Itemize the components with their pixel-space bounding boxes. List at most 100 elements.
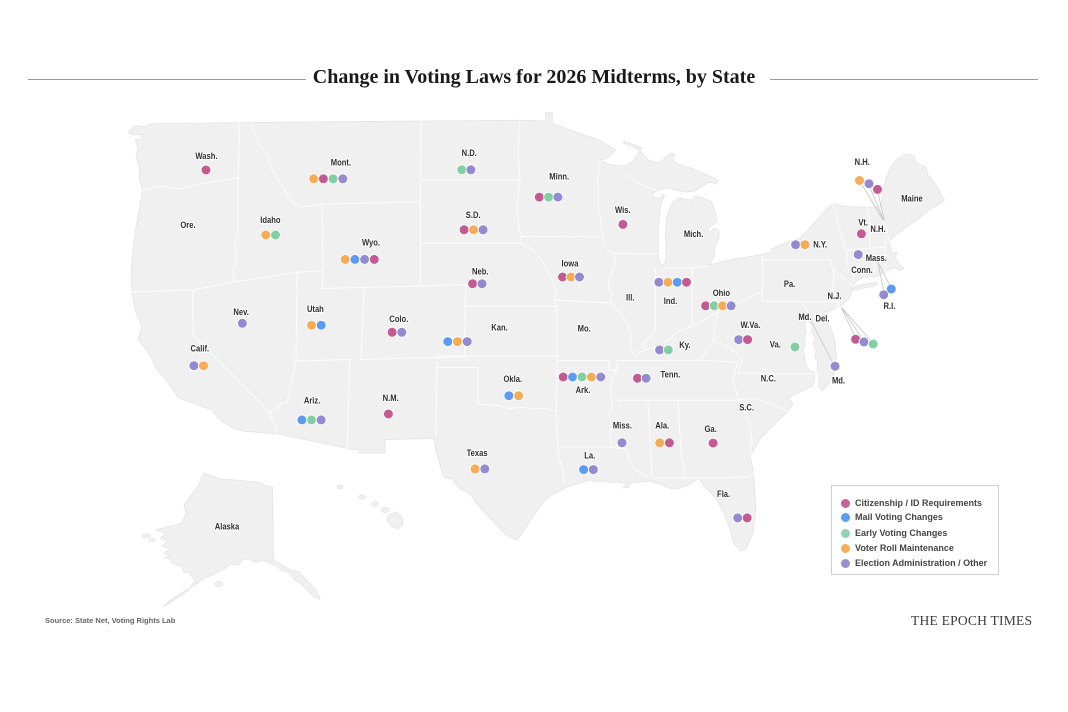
svg-text:Tenn.: Tenn. [661, 369, 681, 379]
svg-text:Va.: Va. [770, 340, 781, 350]
svg-text:Del.: Del. [816, 314, 830, 324]
svg-text:Mont.: Mont. [331, 157, 351, 167]
svg-text:Ala.: Ala. [655, 420, 669, 430]
svg-text:Md.: Md. [832, 376, 845, 386]
svg-text:Vt.: Vt. [858, 218, 868, 228]
svg-text:Iowa: Iowa [562, 258, 580, 268]
svg-text:Ark.: Ark. [576, 385, 591, 395]
svg-text:N.J.: N.J. [828, 291, 842, 301]
svg-text:Idaho: Idaho [260, 215, 281, 225]
svg-text:Alaska: Alaska [215, 522, 240, 532]
svg-text:N.J.: N.J. [828, 291, 842, 301]
svg-text:R.I.: R.I. [883, 301, 895, 311]
svg-text:Maine: Maine [901, 193, 923, 203]
svg-text:Miss.: Miss. [613, 420, 632, 430]
svg-text:Ohio: Ohio [713, 288, 731, 298]
svg-text:Ky.: Ky. [679, 340, 690, 350]
svg-text:W.Va.: W.Va. [740, 320, 760, 330]
svg-text:Iowa: Iowa [562, 258, 580, 268]
svg-text:Del.: Del. [816, 314, 830, 324]
svg-text:Ind.: Ind. [664, 296, 678, 306]
svg-text:Mo.: Mo. [578, 323, 591, 333]
svg-text:Wash.: Wash. [195, 151, 217, 161]
svg-text:Fla.: Fla. [717, 489, 730, 499]
svg-text:Utah: Utah [307, 304, 324, 314]
svg-text:N.H.: N.H. [855, 157, 870, 167]
svg-text:Vt.: Vt. [858, 218, 868, 228]
svg-text:Nev.: Nev. [233, 307, 249, 317]
svg-text:Va.: Va. [770, 340, 781, 350]
svg-text:Alaska: Alaska [215, 522, 240, 532]
svg-text:Colo.: Colo. [389, 314, 408, 324]
svg-text:Md.: Md. [798, 312, 811, 322]
svg-text:Mich.: Mich. [684, 229, 704, 239]
svg-text:N.H.: N.H. [870, 224, 885, 234]
svg-text:Pa.: Pa. [784, 279, 795, 289]
svg-text:Wyo.: Wyo. [362, 237, 380, 247]
svg-text:Md.: Md. [832, 376, 845, 386]
svg-text:Fla.: Fla. [717, 489, 730, 499]
svg-text:La.: La. [584, 450, 595, 460]
svg-text:Neb.: Neb. [472, 266, 489, 276]
svg-text:Kan.: Kan. [491, 323, 508, 333]
svg-text:N.H.: N.H. [855, 157, 870, 167]
svg-text:Mich.: Mich. [684, 229, 704, 239]
svg-text:Wash.: Wash. [195, 151, 217, 161]
svg-text:R.I.: R.I. [883, 301, 895, 311]
svg-text:Texas: Texas [467, 448, 488, 458]
svg-text:N.C.: N.C. [761, 374, 776, 384]
svg-text:W.Va.: W.Va. [740, 320, 760, 330]
svg-text:Minn.: Minn. [549, 172, 569, 182]
svg-text:Ark.: Ark. [576, 385, 591, 395]
svg-text:Idaho: Idaho [260, 215, 281, 225]
svg-text:Mass.: Mass. [866, 253, 887, 263]
svg-text:Ill.: Ill. [626, 293, 635, 303]
svg-text:Mo.: Mo. [578, 323, 591, 333]
svg-text:Maine: Maine [901, 193, 923, 203]
svg-text:Ill.: Ill. [626, 293, 635, 303]
svg-text:Wyo.: Wyo. [362, 237, 380, 247]
svg-text:Calif.: Calif. [191, 344, 210, 354]
svg-text:Texas: Texas [467, 448, 488, 458]
svg-text:Mont.: Mont. [331, 157, 351, 167]
svg-text:S.C.: S.C. [739, 403, 754, 413]
svg-text:Utah: Utah [307, 304, 324, 314]
svg-text:N.D.: N.D. [462, 148, 477, 158]
svg-text:S.D.: S.D. [466, 210, 481, 220]
svg-text:Ore.: Ore. [180, 220, 195, 230]
svg-text:Ga.: Ga. [704, 424, 716, 434]
svg-text:Ind.: Ind. [664, 296, 678, 306]
svg-text:Okla.: Okla. [504, 374, 523, 384]
svg-text:N.M.: N.M. [383, 393, 399, 403]
svg-text:Wis.: Wis. [615, 205, 631, 215]
svg-text:N.D.: N.D. [462, 148, 477, 158]
svg-text:Minn.: Minn. [549, 172, 569, 182]
svg-text:Ariz.: Ariz. [304, 396, 321, 406]
svg-text:N.Y.: N.Y. [813, 239, 827, 249]
svg-text:Pa.: Pa. [784, 279, 795, 289]
svg-text:N.M.: N.M. [383, 393, 399, 403]
svg-text:S.D.: S.D. [466, 210, 481, 220]
svg-text:La.: La. [584, 450, 595, 460]
svg-text:Miss.: Miss. [613, 420, 632, 430]
svg-text:Kan.: Kan. [491, 323, 508, 333]
svg-text:N.C.: N.C. [761, 374, 776, 384]
svg-text:Ohio: Ohio [713, 288, 731, 298]
svg-text:Conn.: Conn. [851, 265, 873, 275]
svg-text:Ariz.: Ariz. [304, 396, 321, 406]
svg-text:S.C.: S.C. [739, 403, 754, 413]
svg-text:Wis.: Wis. [615, 205, 631, 215]
svg-text:Ga.: Ga. [704, 424, 716, 434]
svg-text:Conn.: Conn. [851, 265, 873, 275]
svg-text:Ala.: Ala. [655, 420, 669, 430]
svg-text:Nev.: Nev. [233, 307, 249, 317]
svg-text:Neb.: Neb. [472, 266, 489, 276]
svg-text:Ky.: Ky. [679, 340, 690, 350]
svg-text:Okla.: Okla. [504, 374, 523, 384]
svg-text:Md.: Md. [798, 312, 811, 322]
svg-text:Tenn.: Tenn. [661, 369, 681, 379]
svg-text:Ore.: Ore. [180, 220, 195, 230]
svg-text:N.Y.: N.Y. [813, 239, 827, 249]
svg-text:Calif.: Calif. [191, 344, 210, 354]
svg-text:Mass.: Mass. [866, 253, 887, 263]
